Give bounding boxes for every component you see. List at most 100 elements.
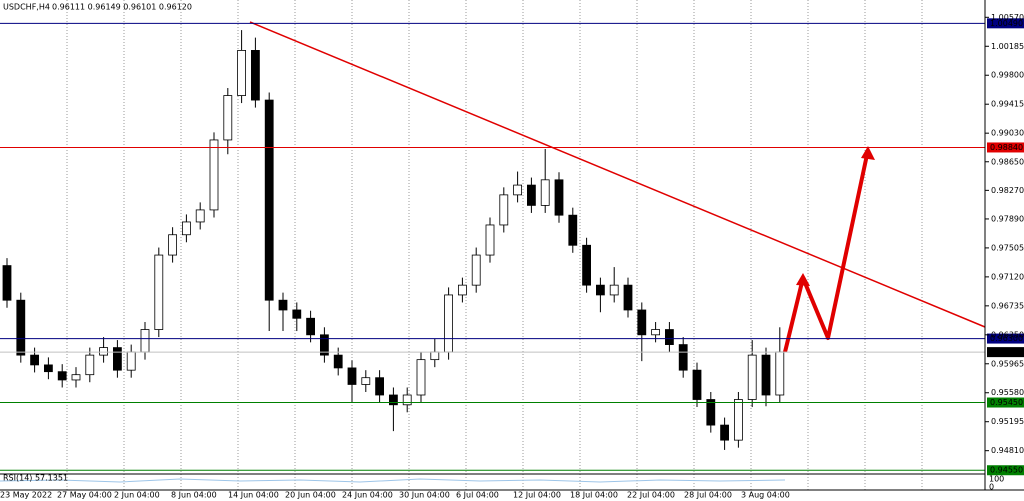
y-tick-label: 0.98650 <box>991 157 1024 166</box>
x-tick-label: 8 Jun 04:00 <box>171 491 217 500</box>
x-tick-label: 12 Jul 04:00 <box>513 491 561 500</box>
y-tick-label: 1.00570 <box>991 13 1024 22</box>
level-label-box <box>987 142 1024 153</box>
candle-body <box>706 399 716 426</box>
candle-body <box>333 354 343 369</box>
candle-body <box>651 329 660 336</box>
candle-body <box>16 299 26 356</box>
candle-body <box>582 244 591 286</box>
candle-body <box>195 209 205 223</box>
level-label: 1.00490 <box>990 19 1023 28</box>
candle-body <box>596 284 605 296</box>
candle-body <box>264 99 274 301</box>
candle-body <box>775 351 785 396</box>
y-tick-label: 0.99800 <box>991 71 1024 80</box>
candle-body <box>126 351 136 371</box>
y-tick-label: 0.96735 <box>991 301 1024 310</box>
candle-body <box>623 284 633 311</box>
level-label: 0.94550 <box>990 466 1023 475</box>
candle-body <box>85 354 95 376</box>
candle-body <box>209 139 219 211</box>
candle-body <box>140 329 150 353</box>
candle-body <box>181 221 191 236</box>
x-tick-label: 28 Jul 04:00 <box>684 491 732 500</box>
candles <box>2 30 785 450</box>
y-tick-label: 0.94810 <box>991 446 1024 455</box>
candle-body <box>734 399 743 441</box>
level-label-box <box>987 333 1024 344</box>
level-label-box <box>987 18 1024 29</box>
y-tick-label: 0.97890 <box>991 214 1024 223</box>
x-tick-label: 24 Jun 04:00 <box>342 491 393 500</box>
candle-body <box>444 294 454 353</box>
y-tick-label: 0.96350 <box>991 330 1024 339</box>
candle-body <box>306 317 316 336</box>
x-tick-label: 30 Jun 04:00 <box>399 491 450 500</box>
level-label: 0.98840 <box>990 143 1023 152</box>
candle-body <box>319 334 329 356</box>
candle-body <box>2 265 12 301</box>
candle-body <box>30 354 40 366</box>
levels: 1.00490 0.98840 0.96300 0.96120 0.95450 0.945… <box>0 18 1024 476</box>
arrow-head <box>861 146 875 160</box>
candle-body <box>747 354 757 400</box>
candle-body <box>471 254 481 286</box>
candle-body <box>223 95 233 141</box>
candle-body <box>609 284 619 296</box>
y-tick-label: 0.99415 <box>991 100 1024 109</box>
candle-body <box>388 394 398 406</box>
symbol: USDCHF,H4 <box>3 3 50 12</box>
candle-body <box>499 194 509 226</box>
x-tick-label: 6 Jul 04:00 <box>456 491 499 500</box>
candle-body <box>720 424 729 441</box>
level-label-box <box>987 347 1024 358</box>
candle-body <box>168 234 178 256</box>
axis: 1.00570 1.00185 0.99800 0.99415 0.99030 0.986… <box>0 13 1024 500</box>
x-tick-label: 18 Jul 04:00 <box>570 491 618 500</box>
candle-body <box>71 374 81 381</box>
rsi-tick-label: 100 <box>989 475 1004 484</box>
y-tick-label: 0.99030 <box>991 129 1024 138</box>
candle-body <box>568 214 578 246</box>
x-tick-label: 20 Jun 04:00 <box>285 491 336 500</box>
candle-body <box>540 179 550 206</box>
y-tick-label: 0.95580 <box>991 388 1024 397</box>
x-tick-label: 22 Jul 04:00 <box>627 491 675 500</box>
y-tick-label: 0.97120 <box>991 272 1024 281</box>
level-label: 0.96300 <box>990 334 1023 343</box>
candle-body <box>554 179 564 216</box>
candle-body <box>57 371 67 381</box>
rsi-label: RSI(14) 57.1351 <box>3 474 68 483</box>
x-tick-label: 14 Jun 04:00 <box>228 491 279 500</box>
candle-body <box>237 50 247 96</box>
candle-body <box>44 364 53 373</box>
candle-body <box>347 367 357 385</box>
candle-body <box>761 354 771 396</box>
ohlc: 0.96111 0.96149 0.96101 0.96120 <box>52 3 192 12</box>
candle-body <box>99 347 108 356</box>
candle-body <box>361 377 371 385</box>
candle-body <box>154 254 164 330</box>
x-tick-label: 2 Jun 04:00 <box>114 491 160 500</box>
candle-body <box>527 184 536 206</box>
candle-body <box>402 394 412 406</box>
y-tick-label: 1.00185 <box>991 42 1024 51</box>
candle-body <box>513 184 522 196</box>
level-label-box <box>987 465 1024 476</box>
level-label-box <box>987 397 1024 408</box>
candle-body <box>375 377 385 396</box>
candle-body <box>665 329 674 345</box>
x-tick-label: 3 Aug 04:00 <box>741 491 790 500</box>
level-label: 0.95450 <box>990 398 1023 407</box>
y-tick-label: 0.98270 <box>991 186 1024 195</box>
forecast-arrow <box>783 149 870 353</box>
candle-body <box>678 344 688 371</box>
candle-body <box>416 359 426 396</box>
candle-body <box>485 224 495 256</box>
y-tick-label: 0.97505 <box>991 243 1024 252</box>
candle-body <box>250 50 260 101</box>
candle-body <box>278 299 288 311</box>
